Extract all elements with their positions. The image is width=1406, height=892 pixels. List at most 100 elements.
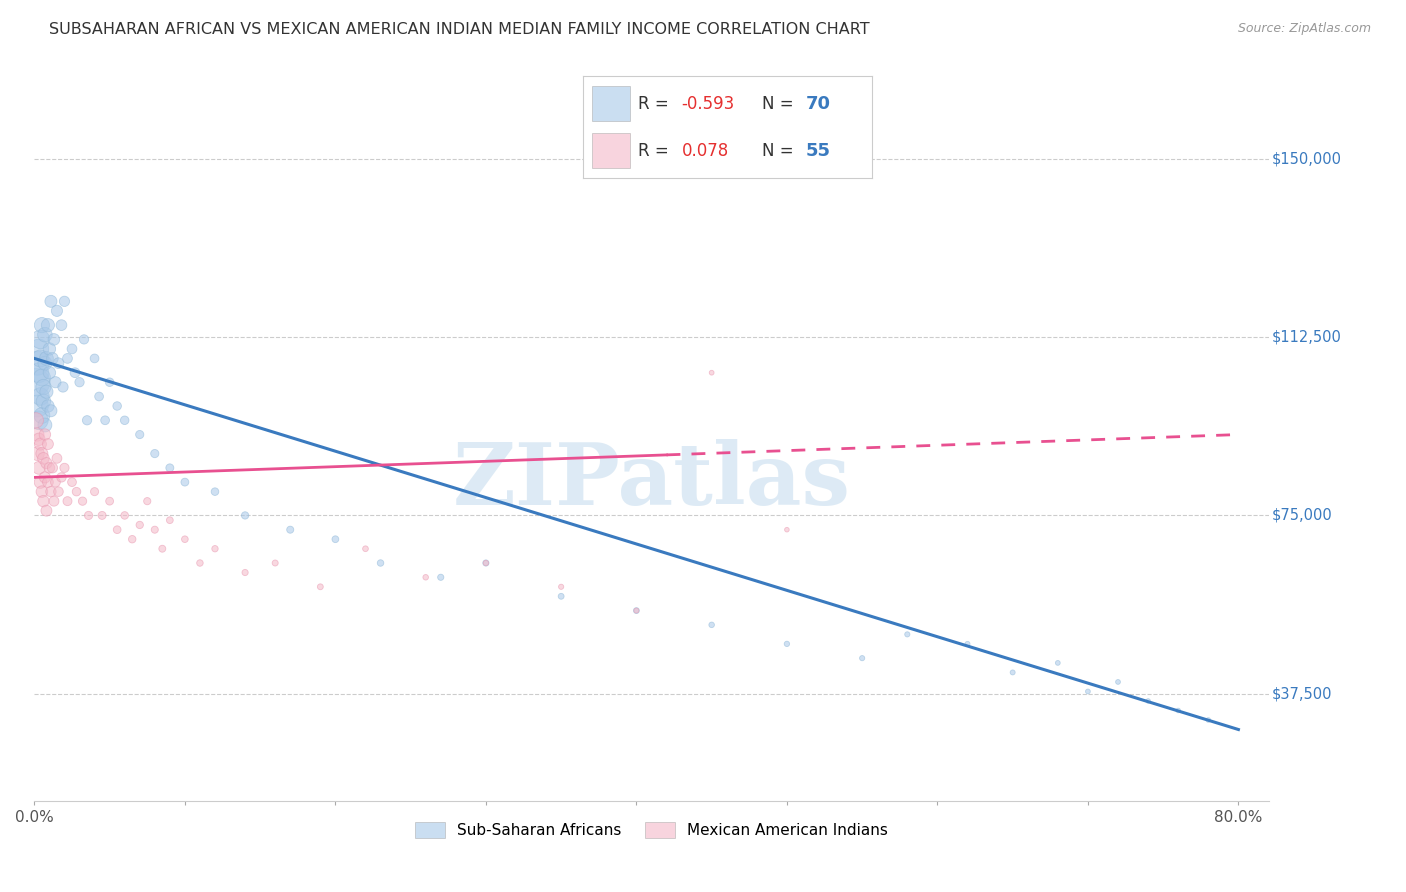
Point bbox=[159, 460, 181, 475]
Point bbox=[60, 342, 83, 356]
Text: SUBSAHARAN AFRICAN VS MEXICAN AMERICAN INDIAN MEDIAN FAMILY INCOME CORRELATION C: SUBSAHARAN AFRICAN VS MEXICAN AMERICAN I… bbox=[49, 22, 870, 37]
Point bbox=[128, 427, 150, 442]
Point bbox=[28, 413, 51, 427]
Point bbox=[264, 556, 287, 570]
Point bbox=[38, 342, 60, 356]
Point bbox=[42, 494, 65, 508]
Point bbox=[233, 566, 256, 580]
Point bbox=[173, 533, 195, 547]
Point bbox=[41, 460, 63, 475]
Text: $150,000: $150,000 bbox=[1272, 151, 1343, 166]
Point bbox=[30, 437, 52, 451]
Point bbox=[1167, 704, 1189, 718]
Point bbox=[956, 637, 979, 651]
Point bbox=[150, 541, 173, 556]
Point bbox=[51, 470, 73, 484]
Point bbox=[309, 580, 332, 594]
Point bbox=[776, 523, 799, 537]
Point bbox=[35, 384, 58, 399]
Text: N =: N = bbox=[762, 142, 799, 160]
Point bbox=[83, 484, 105, 499]
Point bbox=[32, 380, 55, 394]
Point bbox=[1077, 684, 1099, 698]
Point bbox=[25, 375, 48, 389]
FancyBboxPatch shape bbox=[592, 133, 630, 168]
Point bbox=[105, 399, 128, 413]
Point bbox=[34, 327, 56, 342]
Point bbox=[27, 446, 49, 460]
Point bbox=[204, 484, 226, 499]
Point bbox=[700, 366, 723, 380]
Text: R =: R = bbox=[638, 95, 675, 112]
Point bbox=[38, 366, 60, 380]
Point bbox=[415, 570, 437, 584]
Point bbox=[46, 303, 69, 318]
Point bbox=[550, 590, 572, 604]
Point bbox=[76, 413, 98, 427]
Point bbox=[37, 318, 59, 332]
Point bbox=[136, 494, 159, 508]
Point bbox=[475, 556, 498, 570]
Point bbox=[143, 446, 166, 460]
Text: $75,000: $75,000 bbox=[1272, 508, 1333, 523]
Point bbox=[63, 366, 86, 380]
Point bbox=[53, 460, 76, 475]
Point bbox=[27, 356, 49, 370]
Point bbox=[48, 356, 70, 370]
Point bbox=[550, 580, 572, 594]
Point bbox=[48, 484, 70, 499]
Point bbox=[31, 318, 53, 332]
Point bbox=[278, 523, 301, 537]
Point bbox=[233, 508, 256, 523]
Point bbox=[52, 380, 75, 394]
Point bbox=[354, 541, 377, 556]
Point bbox=[38, 460, 60, 475]
Text: Source: ZipAtlas.com: Source: ZipAtlas.com bbox=[1237, 22, 1371, 36]
Point bbox=[475, 556, 498, 570]
Point bbox=[1197, 713, 1219, 727]
Point bbox=[87, 389, 110, 403]
Point bbox=[896, 627, 918, 641]
Point bbox=[27, 399, 49, 413]
Point bbox=[128, 518, 150, 533]
Point bbox=[34, 470, 56, 484]
Point bbox=[28, 342, 51, 356]
Point bbox=[1137, 694, 1160, 708]
FancyBboxPatch shape bbox=[592, 87, 630, 121]
Point bbox=[60, 475, 83, 490]
Point bbox=[39, 403, 62, 417]
Point bbox=[32, 451, 55, 466]
Point bbox=[42, 332, 65, 346]
Point bbox=[114, 508, 136, 523]
Point bbox=[1046, 656, 1069, 670]
Point bbox=[121, 533, 143, 547]
Point bbox=[37, 399, 59, 413]
Point bbox=[173, 475, 195, 490]
Text: -0.593: -0.593 bbox=[682, 95, 735, 112]
Text: N =: N = bbox=[762, 95, 799, 112]
Point bbox=[34, 356, 56, 370]
Point bbox=[35, 504, 58, 518]
Point bbox=[56, 494, 79, 508]
Text: $112,500: $112,500 bbox=[1272, 329, 1343, 344]
Point bbox=[114, 413, 136, 427]
Text: 55: 55 bbox=[806, 142, 831, 160]
Point bbox=[25, 413, 48, 427]
Point bbox=[44, 475, 66, 490]
Point bbox=[31, 446, 53, 460]
Point bbox=[27, 427, 49, 442]
Legend: Sub-Saharan Africans, Mexican American Indians: Sub-Saharan Africans, Mexican American I… bbox=[409, 816, 894, 844]
Point bbox=[32, 494, 55, 508]
Point bbox=[34, 427, 56, 442]
Point bbox=[31, 370, 53, 384]
Point bbox=[1001, 665, 1024, 680]
Point bbox=[73, 332, 96, 346]
Point bbox=[39, 294, 62, 309]
Point bbox=[31, 484, 53, 499]
Point bbox=[35, 456, 58, 470]
Text: 0.078: 0.078 bbox=[682, 142, 728, 160]
Point bbox=[429, 570, 451, 584]
Point bbox=[851, 651, 873, 665]
Point bbox=[98, 375, 121, 389]
Point bbox=[91, 508, 114, 523]
